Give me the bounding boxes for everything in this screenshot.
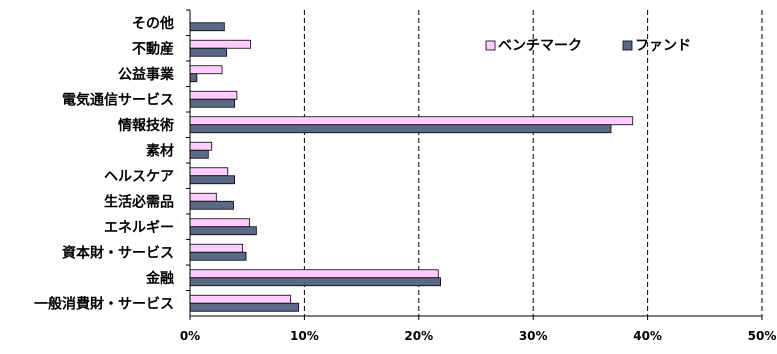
benchmark-bar <box>189 269 439 279</box>
category-label: エネルギー <box>104 219 174 236</box>
category-label: その他 <box>132 15 174 32</box>
legend: ベンチマーク ファンド <box>485 38 691 54</box>
fund-bar <box>189 175 236 185</box>
category-label: 生活必需品 <box>104 193 174 210</box>
benchmark-bar <box>189 90 238 100</box>
category-label: 電気通信サービス <box>62 91 174 108</box>
legend-swatch <box>485 40 496 51</box>
category-label: 一般消費財・サービス <box>34 295 174 312</box>
fund-bar <box>189 302 300 312</box>
category-label: 公益事業 <box>118 66 175 83</box>
benchmark-bar <box>189 116 634 126</box>
fund-bar <box>189 73 198 83</box>
fund-bar <box>189 226 257 236</box>
x-tick-label: 10% <box>290 329 319 343</box>
bars <box>189 22 634 312</box>
category-label: 情報技術 <box>118 117 174 134</box>
x-tick-label: 50% <box>748 329 777 343</box>
fund-bar <box>189 149 209 159</box>
benchmark-bar <box>189 218 250 228</box>
grid-lines <box>303 10 763 316</box>
fund-bar <box>189 47 228 57</box>
category-label: 金融 <box>145 270 174 287</box>
fund-bar <box>189 124 612 134</box>
x-tick-label: 30% <box>519 329 548 343</box>
benchmark-bar <box>189 192 217 202</box>
category-label: 素材 <box>146 142 174 159</box>
category-labels: その他不動産公益事業電気通信サービス情報技術素材ヘルスケア生活必需品エネルギー資… <box>34 15 175 313</box>
fund-bar <box>189 251 247 261</box>
benchmark-bar <box>189 39 252 49</box>
benchmark-bar <box>189 141 213 151</box>
category-label: ヘルスケア <box>104 169 174 185</box>
legend-label: ファンド <box>635 38 691 54</box>
fund-bar <box>189 22 225 32</box>
fund-bar <box>189 98 236 108</box>
benchmark-bar <box>189 294 292 304</box>
x-tick-label: 0% <box>180 329 200 343</box>
axes <box>186 9 763 320</box>
benchmark-bar <box>189 243 244 253</box>
x-tick-labels: 0% 10% 20% 30% 40% 50% <box>180 329 777 343</box>
fund-bar <box>189 200 234 210</box>
legend-label: ベンチマーク <box>498 38 582 54</box>
category-label: 資本財・サービス <box>62 244 174 261</box>
x-tick-label: 20% <box>404 329 433 343</box>
benchmark-bar <box>189 65 223 75</box>
benchmark-bar <box>189 167 229 177</box>
x-tick-label: 40% <box>633 329 662 343</box>
legend-swatch <box>622 40 633 51</box>
fund-bar <box>189 277 441 287</box>
category-label: 不動産 <box>132 40 174 57</box>
